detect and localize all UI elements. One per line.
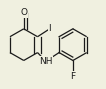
Text: I: I bbox=[48, 24, 51, 33]
Text: F: F bbox=[70, 72, 75, 81]
Text: O: O bbox=[20, 8, 27, 17]
Text: NH: NH bbox=[39, 57, 53, 66]
